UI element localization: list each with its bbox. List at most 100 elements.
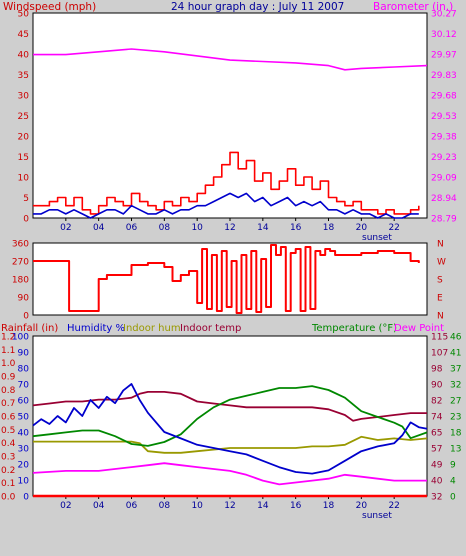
wind-y-ticks: 0 5 10 15 20 25 30 35 40 45 50 [18,10,30,225]
temp-x-tick-label: 04 [93,501,105,511]
humidity-y-tick: 20 [18,461,30,471]
wind-y-tick: 30 [18,92,30,102]
temp-f-y-tick: 74 [431,413,443,423]
legend-indoor-hum: Indoor hum [123,323,181,334]
wind-x-tick-label: 04 [93,223,105,233]
temp-x-tick-label: 22 [388,501,399,511]
humidity-y-tick: 30 [18,445,30,455]
direction-compass-tick: W [437,258,446,268]
temp-f-y-tick: 49 [431,461,443,471]
wind-y-tick: 50 [18,10,30,20]
wind-x-tick-label: 12 [224,223,235,233]
direction-degree-tick: 270 [12,258,29,268]
rain-y-ticks: 0.0 0.1 0.2 0.3 0.4 0.5 0.6 0.7 0.8 0.9 1.0 1.1 1.2 [1,333,16,503]
baro-y-tick: 29.68 [431,92,457,102]
temp-c-y-tick: 41 [450,349,461,359]
humidity-y-tick: 10 [18,477,30,487]
wind-y-tick: 5 [23,194,29,204]
barometer-y-ticks: 28.79 28.94 29.09 29.23 29.38 29.53 29.68 29.83… [431,10,457,225]
baro-y-tick: 29.53 [431,112,457,122]
temp-c-y-tick: 13 [450,445,461,455]
temp-c-y-tick: 0 [450,493,456,503]
rain-y-tick: 0.9 [1,373,16,383]
barometer-line [33,48,428,71]
barometer-axis-label: Barometer (in.) [373,1,453,13]
wind-y-tick: 25 [18,112,29,122]
humidity-y-tick: 60 [18,397,30,407]
humidity-y-tick: 50 [18,413,30,423]
temp-humidity-series [32,383,428,498]
wind-baro-series [33,48,428,219]
rain-y-tick: 0.0 [1,493,16,503]
rain-y-tick: 0.6 [1,413,16,423]
temp-f-y-tick: 82 [431,397,442,407]
baro-y-tick: 28.79 [431,215,457,225]
baro-y-tick: 28.94 [431,194,457,204]
humidity-y-tick: 100 [12,333,29,343]
temp-c-y-tick: 4 [450,477,456,487]
humidity-y-tick: 40 [18,429,30,439]
humidity-y-ticks: 0 10 20 30 40 50 60 70 80 90 100 [12,333,29,503]
wind-x-tick-label: 14 [257,223,269,233]
temp-f-y-tick: 115 [431,333,448,343]
direction-degree-tick: 180 [12,276,29,286]
legend-humidity: Humidity % [67,323,125,334]
wind-x-tick-label: 22 [388,223,399,233]
rain-y-tick: 0.3 [1,453,15,463]
temp-f-y-ticks: 32 40 49 57 65 74 82 90 98 107 115 [431,333,448,503]
humidity-y-tick: 0 [23,493,29,503]
legend-dew-point: Dew Point [394,323,444,334]
sunset-label-bottom: sunset [362,511,392,521]
baro-y-tick: 29.09 [431,174,457,184]
temp-x-tick-label: 12 [224,501,235,511]
temp-x-tick-label: 06 [126,501,138,511]
humidity-line [32,383,428,475]
rain-y-tick: 0.2 [1,466,15,476]
plot-area-temp-humidity [32,335,428,497]
baro-y-tick: 30.12 [431,30,457,40]
chart-title: 24 hour graph day : July 11 2007 [171,1,344,13]
temp-f-y-tick: 98 [431,365,443,375]
wind-x-tick-label: 16 [290,223,302,233]
rain-y-tick: 1.2 [1,333,15,343]
temp-f-y-tick: 57 [431,445,442,455]
wind-direction-series [33,244,420,314]
wind-y-tick: 40 [18,51,30,61]
temp-c-y-tick: 9 [450,461,456,471]
direction-degree-tick: 360 [12,240,29,250]
temp-x-tick-label: 20 [356,501,368,511]
baro-y-tick: 30.27 [431,10,457,20]
humidity-y-tick: 90 [18,349,30,359]
direction-compass-tick: N [437,312,444,322]
temp-x-tick-label: 14 [257,501,269,511]
wind-y-tick: 35 [18,71,29,81]
wind-y-tick: 10 [18,174,30,184]
wind-x-tick-label: 08 [159,223,171,233]
wind-x-tick-label: 02 [60,223,71,233]
baro-y-tick: 29.38 [431,133,457,143]
baro-y-tick: 29.83 [431,71,457,81]
temp-c-y-ticks: 0 4 9 13 18 23 27 32 37 41 46 [450,333,462,503]
rain-y-tick: 1.0 [1,359,16,369]
wind-x-tick-label: 18 [323,223,335,233]
temp-c-y-tick: 37 [450,365,461,375]
rain-y-tick: 0.8 [1,386,16,396]
baro-y-tick: 29.97 [431,51,457,61]
temp-f-y-tick: 65 [431,429,442,439]
temp-x-tick-label: 18 [323,501,335,511]
temp-x-tick-label: 08 [159,501,171,511]
rain-y-tick: 0.4 [1,439,16,449]
wind-y-tick: 15 [18,153,29,163]
rain-y-tick: 1.1 [1,346,15,356]
baro-y-tick: 29.23 [431,153,457,163]
direction-compass-tick: S [437,276,443,286]
temp-f-y-tick: 32 [431,493,442,503]
wind-x-tick-label: 20 [356,223,368,233]
temp-c-y-tick: 32 [450,381,461,391]
temp-f-y-tick: 90 [431,381,443,391]
legend-indoor-temp: Indoor temp [180,323,241,334]
rain-y-tick: 0.7 [1,399,15,409]
